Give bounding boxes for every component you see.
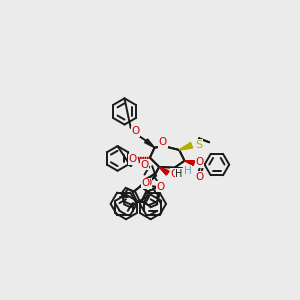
Text: O: O	[171, 169, 179, 179]
Text: O: O	[159, 137, 167, 147]
Text: O: O	[195, 157, 204, 167]
Text: O: O	[141, 178, 149, 188]
Text: O: O	[157, 182, 165, 192]
Text: S: S	[195, 140, 203, 150]
Polygon shape	[159, 167, 169, 175]
Polygon shape	[179, 143, 192, 150]
Polygon shape	[184, 161, 194, 165]
Text: O: O	[196, 172, 204, 182]
Text: H: H	[175, 169, 183, 179]
Text: H: H	[184, 166, 191, 176]
Polygon shape	[184, 161, 194, 165]
Text: O: O	[140, 160, 148, 170]
Polygon shape	[159, 167, 169, 175]
Text: O: O	[143, 178, 152, 188]
Text: O: O	[171, 169, 179, 179]
Text: S: S	[195, 140, 203, 150]
Polygon shape	[145, 139, 154, 148]
Text: O: O	[131, 127, 140, 136]
Text: H: H	[175, 169, 183, 179]
Text: O: O	[129, 154, 137, 164]
Text: O: O	[195, 157, 204, 167]
Text: H: H	[184, 166, 191, 176]
Polygon shape	[179, 143, 192, 150]
Text: O: O	[159, 137, 167, 147]
